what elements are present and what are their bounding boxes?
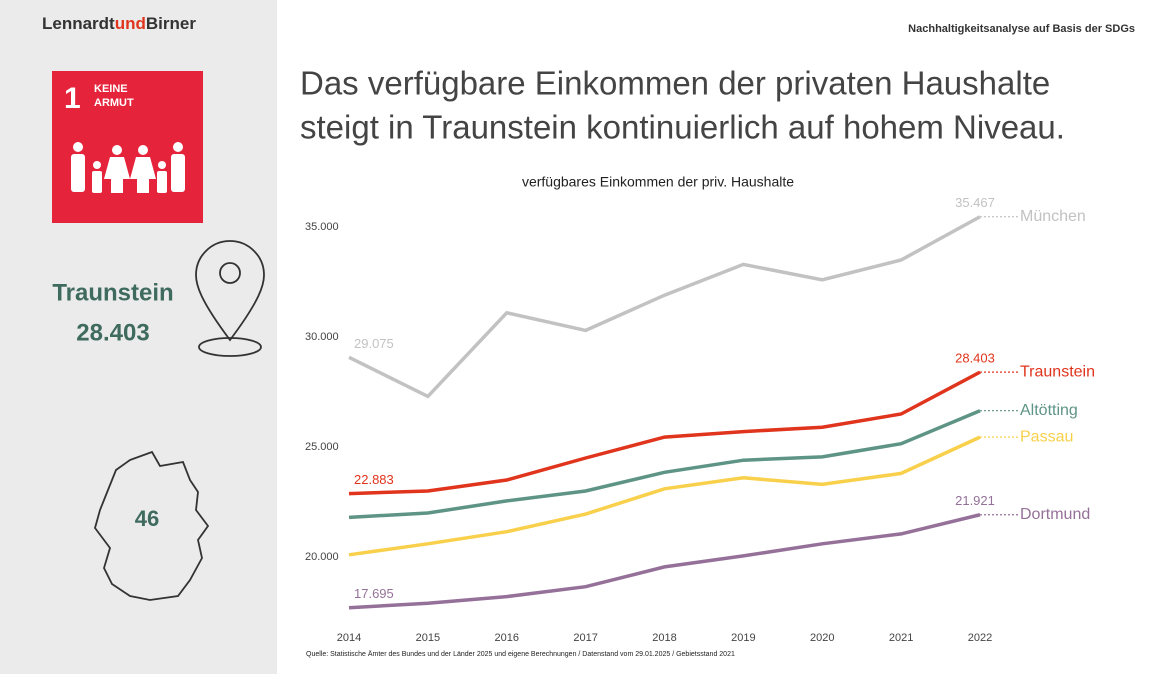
legend-label: Traunstein xyxy=(1020,363,1095,380)
x-tick-label: 2018 xyxy=(652,632,676,644)
brand-part: und xyxy=(115,14,146,33)
series-line xyxy=(348,215,981,399)
x-tick-label: 2022 xyxy=(968,632,992,644)
region-value: 28.403 xyxy=(76,319,149,346)
germany-outline xyxy=(94,450,210,601)
sdg-label: KEINE xyxy=(94,83,128,95)
region-name: Traunstein xyxy=(52,279,173,306)
y-tick-label: 25.000 xyxy=(305,441,339,453)
headline: Das verfügbare Einkommen der privaten Ha… xyxy=(300,65,1050,102)
brand-logo: LennardtundBirner xyxy=(42,14,196,33)
source-note: Quelle: Statistische Ämter des Bundes un… xyxy=(306,650,735,658)
pin-icon xyxy=(195,240,265,357)
series-line xyxy=(348,409,981,520)
series-line xyxy=(348,435,981,557)
legend-label: Passau xyxy=(1020,428,1073,445)
y-tick-label: 20.000 xyxy=(305,551,339,563)
y-tick-label: 30.000 xyxy=(305,331,339,343)
sdg-number: 1 xyxy=(64,82,81,115)
headline: steigt in Traunstein kontinuierlich auf … xyxy=(300,109,1065,146)
y-tick-label: 35.000 xyxy=(305,221,339,233)
chart-title: verfügbares Einkommen der priv. Haushalt… xyxy=(522,174,794,190)
series-line xyxy=(348,513,981,610)
family-icon xyxy=(71,142,185,193)
x-tick-label: 2016 xyxy=(495,632,519,644)
x-tick-label: 2014 xyxy=(337,632,361,644)
value-label: 29.075 xyxy=(354,336,394,351)
value-label: 17.695 xyxy=(354,586,394,601)
value-label: 22.883 xyxy=(354,472,394,487)
value-label: 28.403 xyxy=(955,351,995,366)
series-line xyxy=(348,370,981,496)
legend-label: Altötting xyxy=(1020,402,1078,419)
brand-part: Birner xyxy=(146,14,196,33)
x-tick-label: 2021 xyxy=(889,632,913,644)
value-label: 35.467 xyxy=(955,195,995,210)
x-tick-label: 2019 xyxy=(731,632,755,644)
x-tick-label: 2015 xyxy=(416,632,440,644)
rank: 46 xyxy=(135,506,159,531)
value-label: 21.921 xyxy=(955,493,995,508)
sdg-label: ARMUT xyxy=(94,97,134,109)
x-tick-label: 2017 xyxy=(573,632,597,644)
report-label: Nachhaltigkeitsanalyse auf Basis der SDG… xyxy=(908,23,1135,35)
brand-part: Lennardt xyxy=(42,14,115,33)
legend-label: München xyxy=(1020,208,1086,225)
x-tick-label: 2020 xyxy=(810,632,834,644)
legend-label: Dortmund xyxy=(1020,506,1090,523)
